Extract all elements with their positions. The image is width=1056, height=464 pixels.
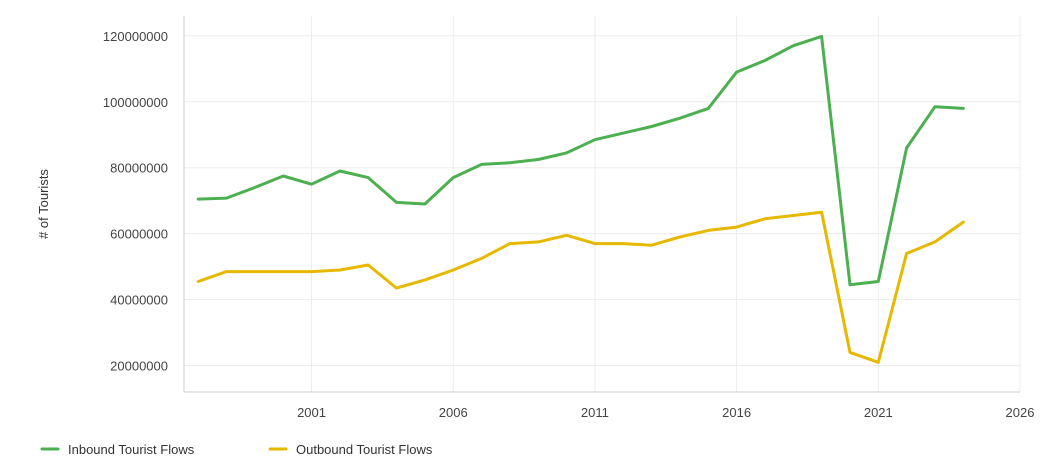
data-point [933, 105, 936, 108]
data-point [707, 229, 710, 232]
data-point [792, 44, 795, 47]
data-point [848, 351, 851, 354]
data-point [508, 161, 511, 164]
data-point [650, 244, 653, 247]
data-point [650, 125, 653, 128]
data-point [367, 264, 370, 267]
data-point [537, 240, 540, 243]
data-point [452, 268, 455, 271]
x-tick-label: 2016 [722, 405, 751, 420]
series-line-inbound [196, 34, 965, 287]
x-tick-label: 2001 [297, 405, 326, 420]
series-lines [196, 34, 965, 364]
data-point [565, 234, 568, 237]
data-point [763, 217, 766, 220]
data-point [707, 107, 710, 110]
x-tick-label: 2021 [864, 405, 893, 420]
data-point [565, 151, 568, 154]
data-point [310, 270, 313, 273]
data-point [820, 211, 823, 214]
data-point [253, 270, 256, 273]
x-tick-label: 2011 [581, 405, 609, 420]
data-point [678, 117, 681, 120]
data-point [820, 35, 823, 38]
axes [183, 16, 1020, 393]
y-tick-label: 20000000 [110, 359, 168, 374]
y-tick-label: 60000000 [110, 227, 168, 242]
data-point [877, 280, 880, 283]
data-point [253, 186, 256, 189]
data-point [452, 176, 455, 179]
data-point [678, 235, 681, 238]
data-point [508, 242, 511, 245]
data-point [735, 226, 738, 229]
data-point [197, 198, 200, 201]
y-tick-label: 100000000 [103, 95, 168, 110]
data-point [395, 201, 398, 204]
data-point [395, 287, 398, 290]
x-tick-label: 2026 [1006, 405, 1035, 420]
grid [184, 16, 1021, 392]
data-point [962, 107, 965, 110]
data-point [593, 242, 596, 245]
y-tick-label: 120000000 [103, 29, 168, 44]
data-point [282, 174, 285, 177]
data-point [537, 158, 540, 161]
data-point [848, 283, 851, 286]
data-point [877, 361, 880, 364]
data-point [763, 59, 766, 62]
data-point [480, 163, 483, 166]
data-point [622, 242, 625, 245]
data-point [962, 221, 965, 224]
y-tick-label: 80000000 [110, 161, 168, 176]
data-point [480, 257, 483, 260]
data-point [905, 252, 908, 255]
data-point [423, 203, 426, 206]
data-point [905, 146, 908, 149]
data-point [792, 214, 795, 217]
data-point [225, 197, 228, 200]
series-line-outbound [196, 210, 965, 364]
legend-label: Inbound Tourist Flows [68, 442, 195, 457]
y-tick-label: 40000000 [110, 293, 168, 308]
legend: Inbound Tourist Flows Outbound Tourist Fl… [40, 442, 433, 457]
data-point [735, 71, 738, 74]
data-point [367, 176, 370, 179]
data-point [310, 183, 313, 186]
legend-label: Outbound Tourist Flows [296, 442, 433, 457]
data-point [338, 268, 341, 271]
x-tick-label: 2006 [439, 405, 468, 420]
data-point [593, 138, 596, 141]
y-axis-title: # of Tourists [36, 169, 51, 239]
data-point [225, 270, 228, 273]
tick-labels: 2001 2006 2011 2016 2021 2026 20000000 40000000… [103, 29, 1035, 420]
data-point [338, 170, 341, 173]
data-point [622, 132, 625, 135]
data-point [282, 270, 285, 273]
data-point [197, 280, 200, 283]
data-point [933, 240, 936, 243]
data-point [423, 278, 426, 281]
